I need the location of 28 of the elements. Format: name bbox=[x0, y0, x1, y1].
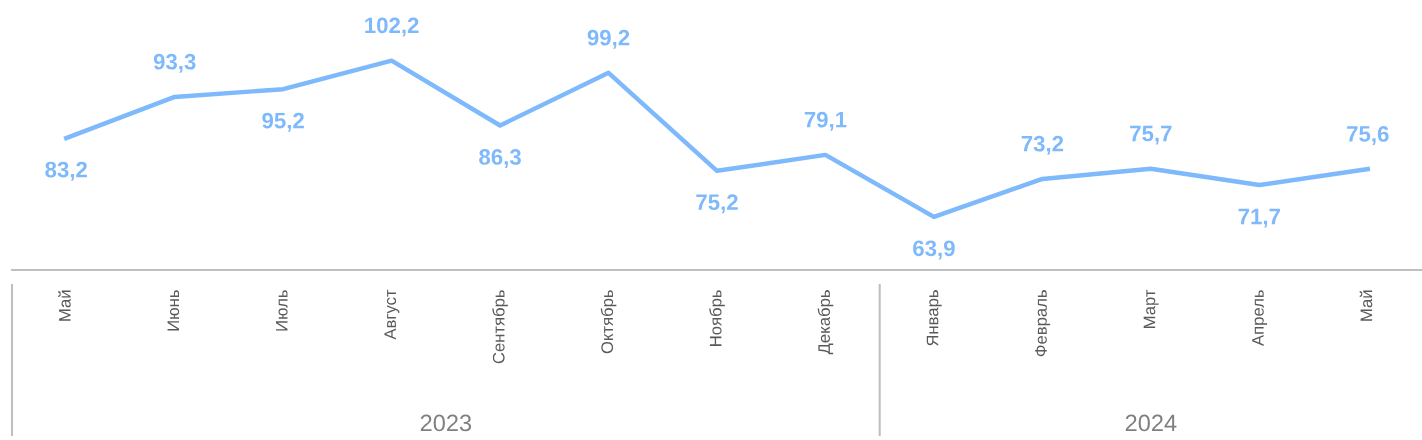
x-tick-label: Май bbox=[58, 290, 71, 321]
text: 2024 bbox=[1125, 414, 1177, 432]
x-tick-label: Март bbox=[1143, 289, 1159, 328]
data-label: 73,2 bbox=[1021, 135, 1064, 155]
x-tick-label: Январь bbox=[926, 290, 942, 346]
data-label: 99,2 bbox=[587, 29, 630, 49]
data-label: 79,1 bbox=[804, 111, 847, 131]
x-tick-label: Февраль bbox=[1035, 290, 1051, 357]
data-label: 71,7 bbox=[1238, 208, 1280, 228]
data-label: 75,2 bbox=[696, 194, 738, 214]
x-tick-label: Декабрь bbox=[817, 290, 834, 355]
data-label: 75,7 bbox=[1130, 125, 1172, 145]
x-tick-label: Июль bbox=[276, 290, 288, 331]
x-tick-label: Май bbox=[1359, 290, 1373, 321]
data-label: 86,3 bbox=[479, 149, 521, 169]
x-tick-label: Ноябрь bbox=[709, 290, 725, 346]
data-label: 95,2 bbox=[262, 112, 304, 132]
x-tick-label: Сентябрь bbox=[492, 290, 508, 364]
data-label: 75,6 bbox=[1347, 126, 1389, 145]
data-label: 102,2 bbox=[365, 17, 419, 37]
x-tick-label: Октябрь bbox=[600, 290, 617, 354]
data-label: 83,2 bbox=[45, 161, 87, 181]
x-tick-label: Апрель bbox=[1252, 290, 1268, 346]
x-tick-label: Август bbox=[384, 289, 400, 340]
data-label: 63,9 bbox=[913, 240, 955, 260]
x-tick-label: Июнь bbox=[167, 290, 180, 331]
text: 2023 bbox=[420, 414, 472, 432]
data-label: 93,3 bbox=[153, 53, 196, 73]
